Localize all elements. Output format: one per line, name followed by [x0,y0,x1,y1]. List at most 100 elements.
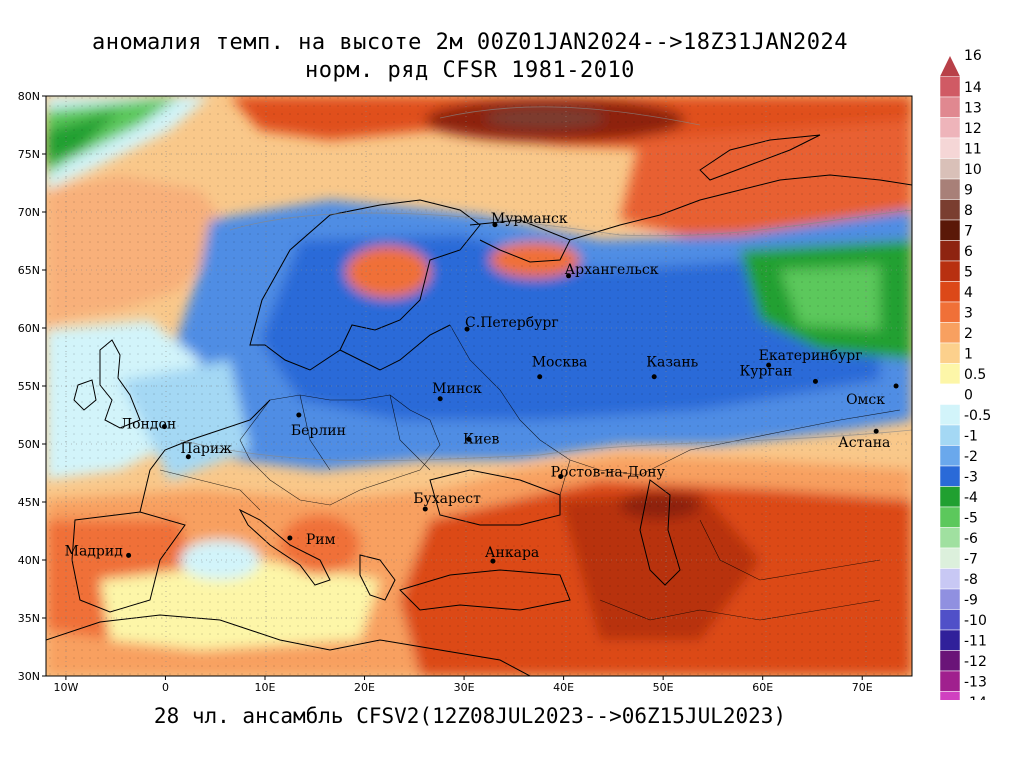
colorbar-swatch [939,260,961,282]
colorbar-swatch [939,219,961,241]
colorbar-swatch [939,342,961,364]
colorbar-label: -11 [964,633,987,649]
colorbar-swatch [939,240,961,262]
lat-tick-label: 60N [18,322,40,335]
colorbar-swatch [939,301,961,323]
colorbar-label: 16 [964,48,982,64]
lat-tick-label: 50N [18,438,40,451]
colorbar-label: -2 [964,449,978,465]
city-marker [537,374,543,380]
map-subtitle-period: норм. ряд CFSR 1981-2010 [305,58,635,83]
longitude-axis: 10W 0 10E 20E 30E 40E 50E 60E 70E [53,676,873,694]
lon-tick-label: 20E [354,681,375,694]
colorbar-label: 5 [964,264,973,280]
coastlines [46,134,912,676]
city-label: Курган [739,363,792,379]
lon-tick-label: 70E [852,681,873,694]
city-marker [466,436,472,442]
colorbar-swatch [939,404,961,426]
lat-tick-label: 70N [18,206,40,219]
colorbar-swatch [939,609,961,631]
colorbar-swatch [939,465,961,487]
colorbar-swatch [939,629,961,651]
colorbar-swatch [939,691,961,700]
colorbar-swatch [939,96,961,118]
colorbar-swatch [939,322,961,344]
city-marker [766,362,772,368]
colorbar-swatch [939,670,961,692]
colorbar-swatch [939,199,961,221]
colorbar-label: 2 [964,326,973,342]
colorbar-label: 6 [964,244,973,260]
city-label: Ростов-на-Дону [551,464,666,480]
colorbar-label: -1 [964,428,978,444]
city-marker [492,222,498,228]
city-label: Минск [432,381,482,397]
colorbar-label: -6 [964,531,978,547]
colorbar-swatch [939,363,961,385]
lat-tick-label: 35N [18,612,40,625]
lat-tick-label: 65N [18,264,40,277]
map-title: аномалия темп. на высоте 2м 00Z01JAN2024… [92,30,848,55]
lon-tick-label: 0 [162,681,169,694]
latitude-axis: 30N 35N 40N 45N 50N 55N 60N 65N 70N 75N 80N [18,90,46,683]
colorbar-label: 3 [964,305,973,321]
colorbar-label: -7 [964,551,978,567]
city-marker [558,473,564,479]
colorbar-label: 8 [964,203,973,219]
colorbar-cap-top [940,56,960,77]
colorbar-label: 1 [964,346,973,362]
city-marker [490,558,496,564]
colorbar-swatch [939,76,961,98]
city-marker [422,506,428,512]
city-marker [296,412,302,418]
lat-tick-label: 30N [18,670,40,683]
colorbar: 16 14 13 12 11 10 9 8 7 6 5 4 3 2 1 0.5 0 -0.5 -1 -2 -3 -4 -5 -… [939,48,991,700]
colorbar-swatch [939,547,961,569]
lat-tick-label: 40N [18,554,40,567]
city-labels: Мурманск Архангельск С.Петербург Москва Каза… [65,211,899,564]
colorbar-swatch [939,506,961,528]
colorbar-label: 0.5 [964,367,986,383]
city-marker [812,378,818,384]
lon-tick-label: 40E [553,681,574,694]
lat-tick-label: 45N [18,496,40,509]
city-marker [437,396,443,402]
lat-tick-label: 55N [18,380,40,393]
city-marker [873,428,879,434]
colorbar-label: -10 [964,613,987,629]
colorbar-label: 9 [964,182,973,198]
city-marker [126,552,132,558]
city-label: Казань [646,355,698,371]
lon-tick-label: 10W [53,681,78,694]
city-marker [893,383,899,389]
city-marker [566,273,572,279]
colorbar-swatch [939,527,961,549]
colorbar-label: 0 [964,387,973,403]
colorbar-swatch [939,588,961,610]
city-label: Париж [180,441,232,457]
colorbar-swatch [939,158,961,180]
colorbar-swatch [939,281,961,303]
lon-tick-label: 50E [653,681,674,694]
lon-tick-label: 60E [752,681,773,694]
colorbar-label: 4 [964,285,973,301]
city-label: С.Петербург [465,315,559,331]
city-label: Лондон [120,417,176,433]
city-label: Москва [532,355,588,371]
city-marker [287,535,293,541]
colorbar-label: -13 [964,674,987,690]
city-marker [464,326,470,332]
city-label: Омск [846,392,885,408]
city-label: Рим [306,532,336,548]
colorbar-swatch [939,383,961,405]
city-label: Екатеринбург [759,348,863,364]
colorbar-swatch [939,486,961,508]
colorbar-label: -8 [964,572,978,588]
colorbar-label: 7 [964,223,973,239]
colorbar-label: -4 [964,490,978,506]
lat-tick-label: 75N [18,148,40,161]
city-label: Мурманск [491,211,568,227]
colorbar-swatch [939,445,961,467]
